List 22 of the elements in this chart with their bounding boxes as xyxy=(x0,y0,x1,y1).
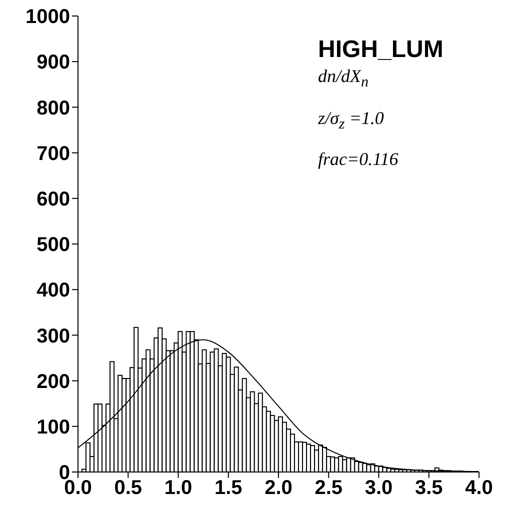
x-tick-label: 1.0 xyxy=(164,477,192,500)
y-tick-label: 700 xyxy=(36,142,70,165)
annotation: z/σ$_{z}$ =1.0 xyxy=(318,108,385,134)
y-tick-label: 900 xyxy=(36,52,70,74)
y-tick-label: 200 xyxy=(36,370,70,393)
y-tick-label: 400 xyxy=(36,280,70,302)
x-tick-label: 3.0 xyxy=(364,477,393,500)
x-tick-label: 2.0 xyxy=(264,477,292,500)
y-tick-label: 500 xyxy=(36,234,70,256)
y-tick-label: 300 xyxy=(36,325,70,348)
text: HIGH_LUM xyxy=(318,36,444,64)
x-tick-label: 4.0 xyxy=(465,477,493,500)
y-tick-label: 800 xyxy=(36,97,70,120)
y-tick-label: 600 xyxy=(36,188,70,210)
y-tick-label: 100 xyxy=(36,416,70,438)
x-tick-label: 3.5 xyxy=(414,477,443,500)
y-tick-label: 1000 xyxy=(26,6,70,28)
x-tick-label: 0.5 xyxy=(114,477,142,500)
annotation: frac=0.116 xyxy=(318,149,400,170)
annotation: dn/dX$_{n}$ xyxy=(318,66,370,92)
x-tick-label: 2.5 xyxy=(314,477,343,500)
x-tick-label: 1.5 xyxy=(214,477,242,500)
